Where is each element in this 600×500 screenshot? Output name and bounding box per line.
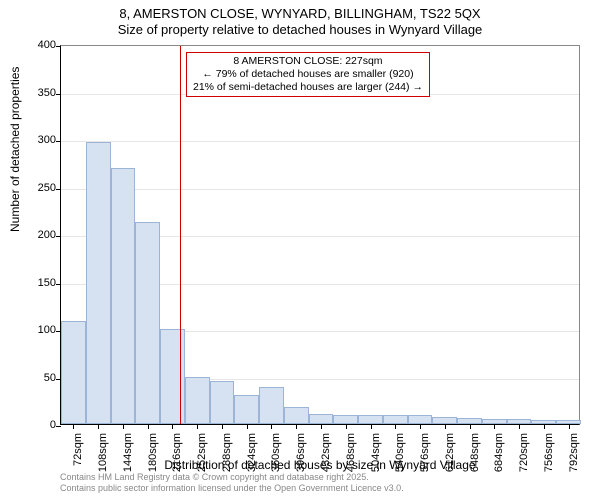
histogram-bar [86, 142, 111, 424]
x-tick-label: 324sqm [246, 433, 258, 481]
y-tick-label: 100 [16, 324, 56, 336]
y-tick [56, 236, 61, 237]
grid-line [61, 189, 579, 190]
histogram-bar [234, 395, 259, 424]
x-tick-label: 612sqm [444, 433, 456, 481]
x-tick [420, 424, 421, 429]
x-tick-label: 576sqm [419, 433, 431, 481]
x-tick [296, 424, 297, 429]
grid-line [61, 141, 579, 142]
annotation-line: 21% of semi-detached houses are larger (… [193, 81, 423, 94]
x-tick-label: 360sqm [270, 433, 282, 481]
x-tick-label: 504sqm [370, 433, 382, 481]
x-tick-label: 432sqm [320, 433, 332, 481]
x-tick-label: 288sqm [221, 433, 233, 481]
histogram-bar [432, 417, 457, 424]
x-tick [73, 424, 74, 429]
histogram-bar [284, 407, 309, 424]
x-tick-label: 468sqm [345, 433, 357, 481]
y-tick [56, 46, 61, 47]
histogram-bar [210, 381, 235, 424]
histogram-bar [333, 415, 358, 425]
x-tick-label: 540sqm [394, 433, 406, 481]
y-tick-label: 150 [16, 277, 56, 289]
y-tick-label: 250 [16, 182, 56, 194]
y-tick [56, 426, 61, 427]
title-address: 8, AMERSTON CLOSE, WYNYARD, BILLINGHAM, … [0, 6, 600, 22]
histogram-bar [358, 415, 383, 424]
histogram-bar [135, 222, 160, 424]
x-tick [519, 424, 520, 429]
x-tick [544, 424, 545, 429]
x-tick [222, 424, 223, 429]
reference-line [180, 46, 181, 424]
x-tick [346, 424, 347, 429]
footer-line2: Contains public sector information licen… [60, 483, 404, 494]
x-tick-label: 756sqm [543, 433, 555, 481]
annotation-line: ← 79% of detached houses are smaller (92… [193, 68, 423, 81]
x-tick [197, 424, 198, 429]
x-tick [445, 424, 446, 429]
x-tick [172, 424, 173, 429]
x-tick-label: 684sqm [493, 433, 505, 481]
x-tick [271, 424, 272, 429]
y-tick [56, 94, 61, 95]
x-tick-label: 180sqm [147, 433, 159, 481]
x-tick-label: 72sqm [72, 433, 84, 481]
x-tick [148, 424, 149, 429]
histogram-bar [160, 329, 185, 424]
property-size-chart: 8, AMERSTON CLOSE, WYNYARD, BILLINGHAM, … [0, 0, 600, 500]
x-tick [98, 424, 99, 429]
x-tick [247, 424, 248, 429]
x-tick [470, 424, 471, 429]
histogram-bar [259, 387, 284, 424]
x-tick [371, 424, 372, 429]
x-tick-label: 216sqm [171, 433, 183, 481]
annotation-line: 8 AMERSTON CLOSE: 227sqm [193, 55, 423, 68]
x-tick-label: 396sqm [295, 433, 307, 481]
y-tick-label: 200 [16, 229, 56, 241]
histogram-bar [309, 414, 334, 424]
histogram-bar [111, 168, 136, 425]
x-tick [494, 424, 495, 429]
x-tick [569, 424, 570, 429]
x-tick-label: 792sqm [568, 433, 580, 481]
x-tick-label: 108sqm [97, 433, 109, 481]
y-tick-label: 400 [16, 39, 56, 51]
histogram-bar [61, 321, 86, 424]
histogram-bar [185, 377, 210, 424]
y-tick [56, 141, 61, 142]
x-tick [321, 424, 322, 429]
y-tick [56, 189, 61, 190]
annotation-box: 8 AMERSTON CLOSE: 227sqm← 79% of detache… [186, 52, 430, 97]
x-tick [123, 424, 124, 429]
x-tick-label: 144sqm [122, 433, 134, 481]
chart-title: 8, AMERSTON CLOSE, WYNYARD, BILLINGHAM, … [0, 0, 600, 39]
histogram-bar [408, 415, 433, 424]
histogram-bar [383, 415, 408, 425]
x-tick-label: 648sqm [469, 433, 481, 481]
x-tick-label: 252sqm [196, 433, 208, 481]
y-tick-label: 350 [16, 87, 56, 99]
plot-area: 8 AMERSTON CLOSE: 227sqm← 79% of detache… [60, 45, 580, 425]
title-subtitle: Size of property relative to detached ho… [0, 22, 600, 38]
y-tick-label: 0 [16, 419, 56, 431]
y-tick [56, 284, 61, 285]
x-tick-label: 720sqm [518, 433, 530, 481]
y-tick-label: 50 [16, 372, 56, 384]
x-tick [395, 424, 396, 429]
y-tick-label: 300 [16, 134, 56, 146]
